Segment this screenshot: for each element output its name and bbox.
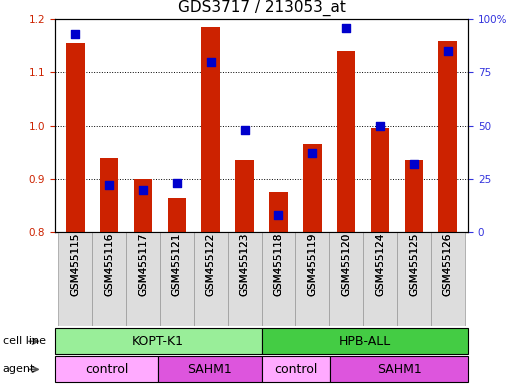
Text: GSM455126: GSM455126: [443, 232, 453, 296]
Bar: [134, 179, 152, 232]
Point: [274, 212, 282, 218]
Text: SAHM1: SAHM1: [187, 363, 232, 376]
Text: GSM455116: GSM455116: [104, 232, 114, 296]
Text: GSM455116: GSM455116: [104, 232, 114, 296]
Text: GSM455121: GSM455121: [172, 232, 182, 296]
Text: GSM455126: GSM455126: [443, 232, 453, 296]
Text: GSM455118: GSM455118: [274, 232, 283, 296]
Bar: [262, 328, 468, 354]
Bar: [295, 232, 329, 326]
Bar: [262, 232, 295, 326]
Bar: [100, 158, 118, 232]
Bar: [55, 356, 158, 382]
Bar: [269, 192, 288, 232]
Text: GSM455122: GSM455122: [206, 232, 215, 296]
Point: [376, 123, 384, 129]
Text: GSM455121: GSM455121: [172, 232, 182, 296]
Bar: [331, 356, 468, 382]
Point: [410, 161, 418, 167]
Point: [139, 187, 147, 193]
Text: GSM455115: GSM455115: [70, 232, 80, 296]
Text: GSM455125: GSM455125: [409, 232, 419, 296]
Text: GSM455118: GSM455118: [274, 232, 283, 296]
Bar: [201, 27, 220, 232]
Text: GSM455117: GSM455117: [138, 232, 148, 296]
Text: GSM455120: GSM455120: [341, 232, 351, 296]
Bar: [303, 144, 322, 232]
Bar: [66, 43, 85, 232]
Bar: [405, 161, 423, 232]
Point: [308, 151, 316, 157]
Point: [241, 127, 249, 133]
Text: GSM455119: GSM455119: [308, 232, 317, 296]
Text: GSM455117: GSM455117: [138, 232, 148, 296]
Point: [444, 48, 452, 54]
Text: GSM455120: GSM455120: [341, 232, 351, 296]
Text: control: control: [274, 363, 317, 376]
Bar: [329, 232, 363, 326]
Bar: [397, 232, 431, 326]
Text: GSM455119: GSM455119: [308, 232, 317, 296]
Bar: [58, 232, 92, 326]
Text: GSM455122: GSM455122: [206, 232, 215, 296]
Bar: [371, 128, 389, 232]
Bar: [438, 41, 457, 232]
Bar: [228, 232, 262, 326]
Bar: [160, 232, 194, 326]
Text: control: control: [85, 363, 128, 376]
Point: [71, 31, 79, 37]
Bar: [262, 356, 331, 382]
Point: [105, 182, 113, 189]
Title: GDS3717 / 213053_at: GDS3717 / 213053_at: [178, 0, 345, 17]
Bar: [55, 328, 262, 354]
Text: SAHM1: SAHM1: [377, 363, 422, 376]
Point: [207, 59, 215, 65]
Text: GSM455115: GSM455115: [70, 232, 80, 296]
Text: GSM455125: GSM455125: [409, 232, 419, 296]
Bar: [92, 232, 126, 326]
Point: [173, 180, 181, 186]
Bar: [363, 232, 397, 326]
Bar: [235, 161, 254, 232]
Bar: [194, 232, 228, 326]
Text: GSM455123: GSM455123: [240, 232, 249, 296]
Bar: [431, 232, 465, 326]
Text: cell line: cell line: [3, 336, 46, 346]
Text: GSM455124: GSM455124: [375, 232, 385, 296]
Bar: [167, 198, 186, 232]
Bar: [158, 356, 262, 382]
Bar: [126, 232, 160, 326]
Text: GSM455124: GSM455124: [375, 232, 385, 296]
Bar: [337, 51, 356, 232]
Text: HPB-ALL: HPB-ALL: [339, 335, 391, 348]
Text: GSM455123: GSM455123: [240, 232, 249, 296]
Text: agent: agent: [3, 364, 35, 374]
Text: KOPT-K1: KOPT-K1: [132, 335, 184, 348]
Point: [342, 25, 350, 31]
